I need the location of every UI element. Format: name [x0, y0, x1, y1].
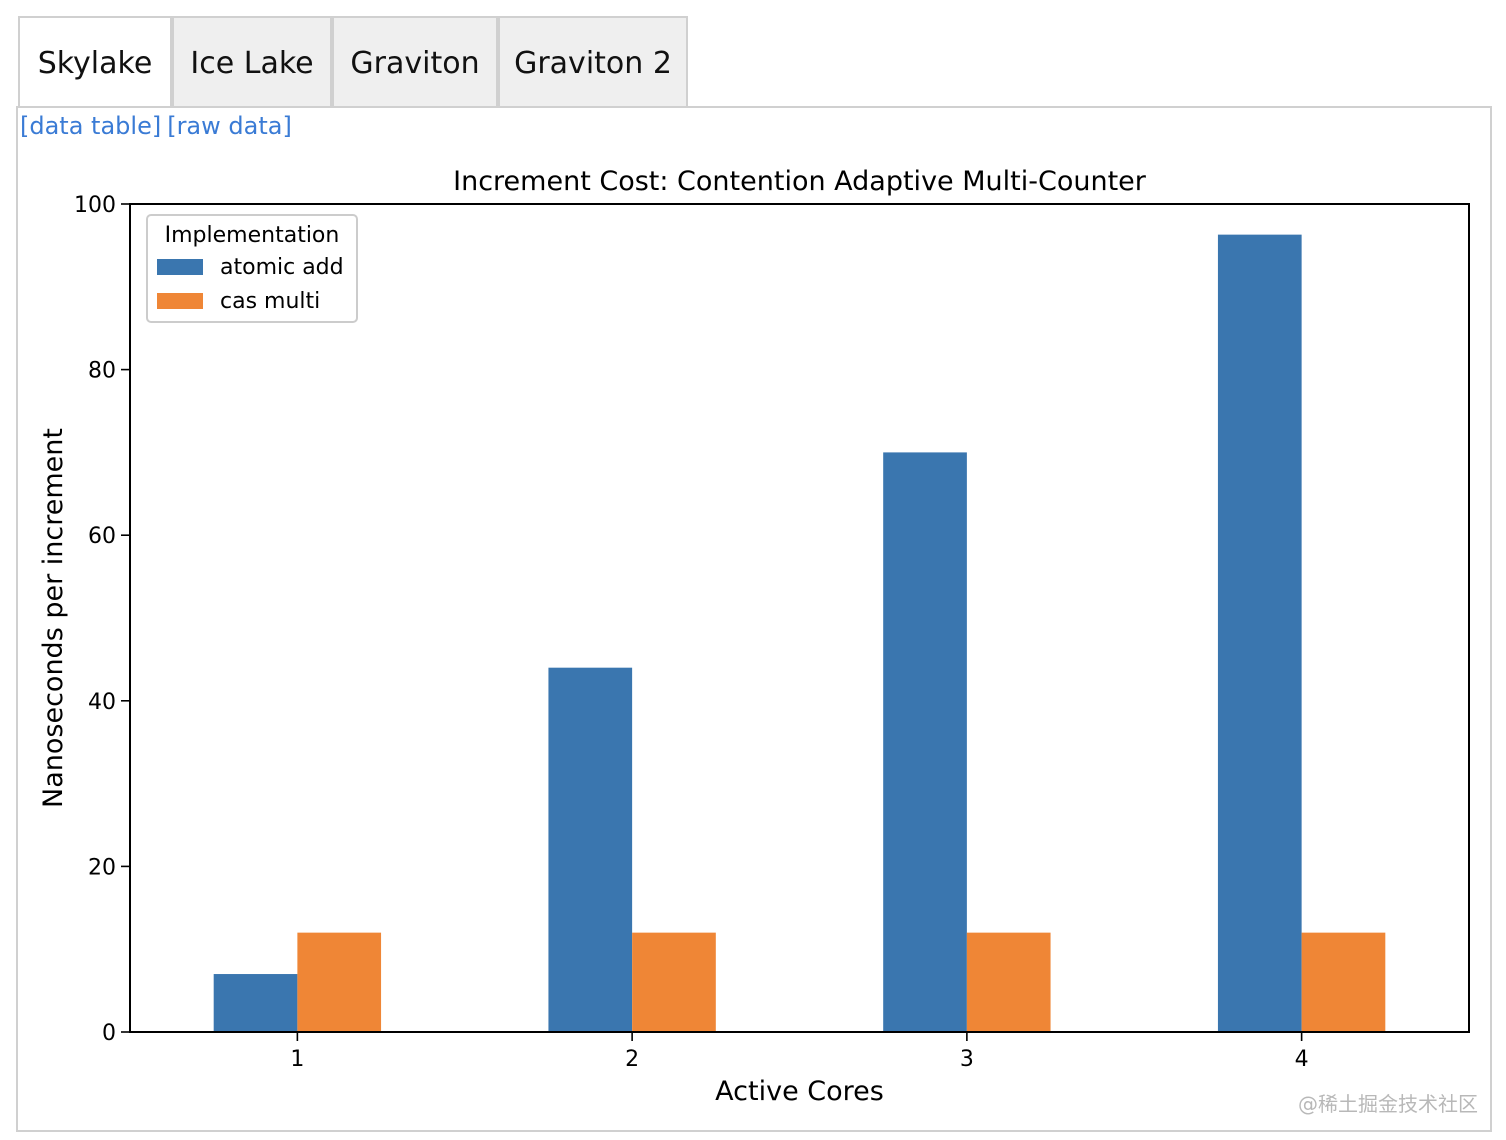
y-tick-label: 60: [88, 524, 116, 549]
tab-skylake[interactable]: Skylake: [18, 16, 172, 108]
x-tick-label: 2: [625, 1047, 639, 1072]
tab-graviton[interactable]: Graviton: [332, 16, 498, 108]
tab-graviton-2[interactable]: Graviton 2: [498, 16, 688, 108]
y-tick-label: 80: [88, 359, 116, 384]
y-tick-label: 40: [88, 690, 116, 715]
legend-title: Implementation: [165, 223, 340, 248]
bar-cas-multi-2: [632, 932, 716, 1032]
legend-swatch-atomic-add: [157, 259, 203, 275]
y-tick-label: 100: [74, 193, 116, 218]
y-axis-label: Nanoseconds per increment: [38, 428, 69, 808]
bar-cas-multi-1: [297, 932, 382, 1032]
tab-ice-lake[interactable]: Ice Lake: [172, 16, 332, 108]
bar-atomic-add-4: [1217, 234, 1302, 1033]
watermark: @稀土掘金技术社区: [1298, 1092, 1478, 1116]
x-axis-label: Active Cores: [715, 1076, 884, 1107]
x-tick-label: 4: [1295, 1047, 1309, 1072]
legend-label-cas-multi: cas multi: [220, 289, 320, 314]
chart-title: Increment Cost: Contention Adaptive Mult…: [453, 166, 1147, 197]
bar-cas-multi-3: [966, 932, 1051, 1032]
bar-atomic-add-1: [213, 974, 298, 1032]
legend-label-atomic-add: atomic add: [220, 255, 344, 280]
data-table-link[interactable]: [data table]: [20, 112, 162, 140]
y-tick-label: 0: [102, 1021, 116, 1046]
x-tick-label: 1: [290, 1047, 304, 1072]
raw-data-link[interactable]: [raw data]: [167, 112, 292, 140]
legend-swatch-cas-multi: [157, 293, 203, 309]
x-tick-label: 3: [960, 1047, 974, 1072]
plot-frame: [129, 203, 1470, 1033]
bar-cas-multi-4: [1301, 932, 1386, 1032]
y-tick-label: 20: [88, 855, 116, 880]
tab-bar: Skylake Ice Lake Graviton Graviton 2: [18, 16, 688, 108]
bar-atomic-add-3: [883, 452, 967, 1032]
bar-atomic-add-2: [548, 667, 633, 1032]
links-row: [data table] [raw data]: [20, 112, 298, 140]
